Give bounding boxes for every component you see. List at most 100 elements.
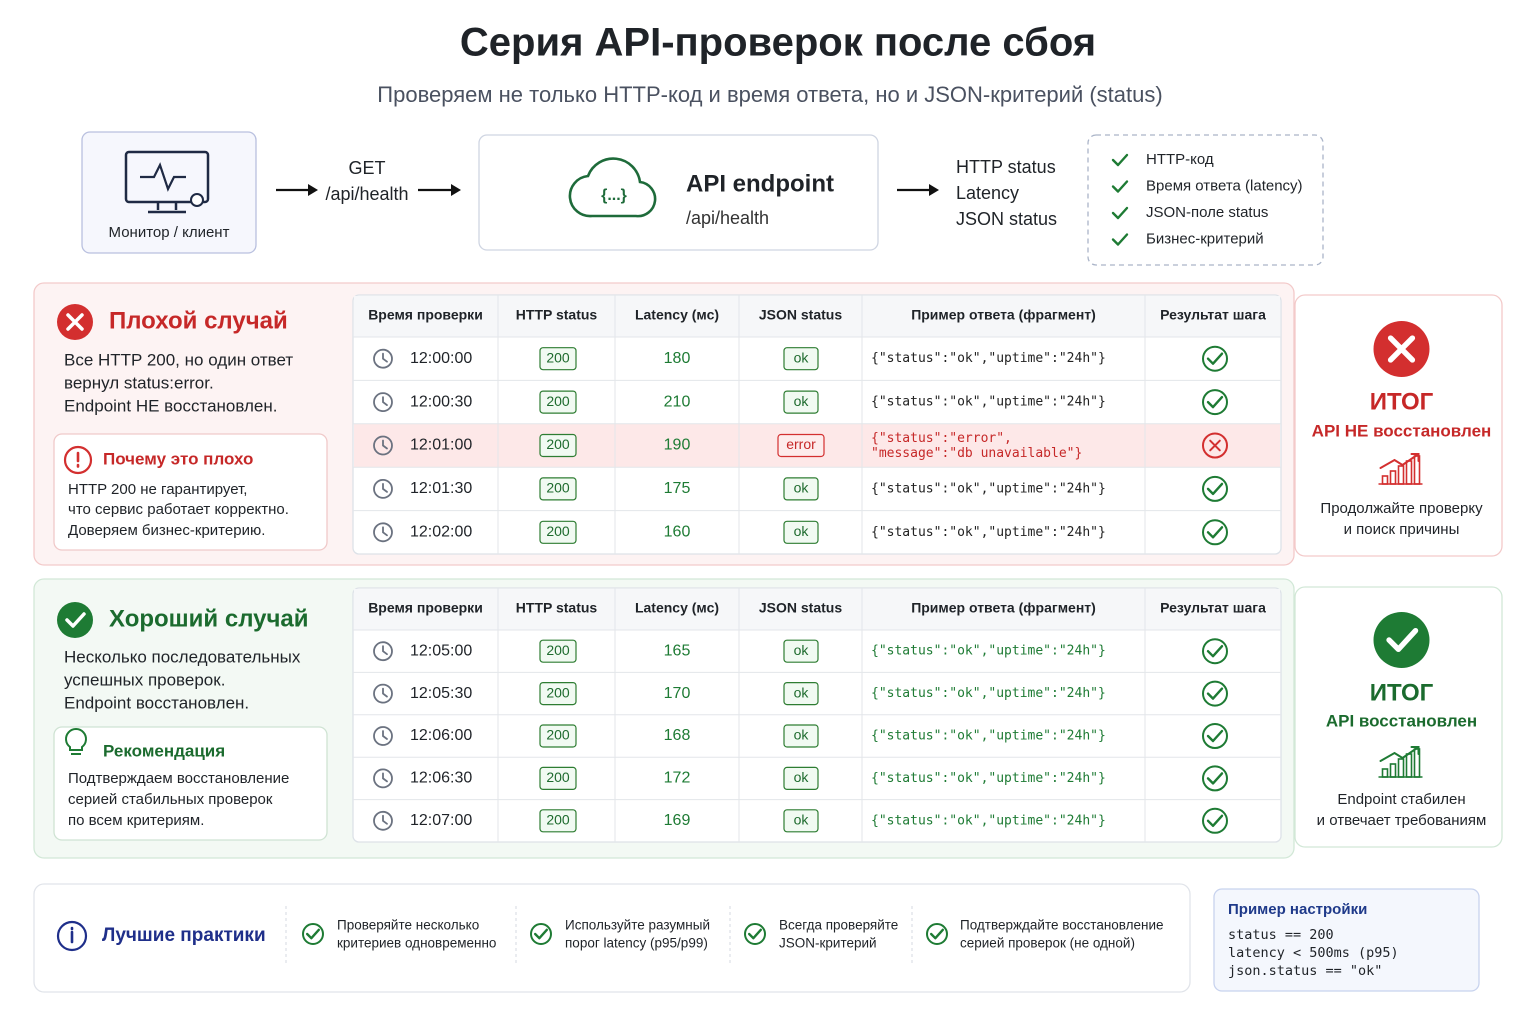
check-icon (1386, 627, 1419, 653)
json-badge (783, 724, 819, 748)
pulse-icon (140, 162, 186, 192)
chart-arrow-icon (1379, 746, 1420, 762)
clock-hands (382, 352, 388, 363)
latency-cell: 190 (664, 437, 691, 454)
time-cell: 12:07:00 (410, 812, 472, 829)
result-text: и отвечает требованиям (1317, 812, 1487, 829)
http-badge (539, 390, 577, 414)
check-circle (744, 923, 766, 945)
check-icon (1111, 206, 1129, 220)
arrow-head (929, 184, 939, 196)
time-cell: 12:05:00 (410, 642, 472, 659)
time-cell: 12:05:30 (410, 685, 472, 702)
practices-box (33, 883, 1191, 993)
x-icon (1209, 439, 1221, 452)
criterion: HTTP-код (1146, 151, 1214, 168)
response-cell: {"status":"ok","uptime":"24h"} (871, 525, 1106, 540)
time-cell: 12:00:30 (410, 393, 472, 410)
check-icon (1206, 729, 1224, 743)
clock-icon (373, 683, 393, 704)
http-cell: 200 (546, 727, 570, 743)
check-circle (1202, 723, 1228, 749)
json-badge (783, 390, 819, 414)
practice-text: серией проверок (не одной) (960, 936, 1135, 951)
check-icon (1206, 645, 1224, 658)
request-method: GET (348, 158, 385, 178)
http-cell: 200 (546, 436, 570, 452)
column-header: HTTP status (516, 307, 598, 323)
clock-hands (382, 526, 388, 537)
x-icon (66, 313, 84, 331)
check-icon (1111, 153, 1129, 167)
case-description: Все HTTP 200, но один ответ (64, 350, 293, 369)
criterion: Бизнес-критерий (1146, 230, 1264, 247)
column-header: Latency (мс) (635, 600, 719, 616)
http-badge (539, 809, 577, 833)
response-cell: {"status":"ok","uptime":"24h"} (871, 686, 1106, 701)
json-cell: ok (794, 480, 810, 496)
note-box (53, 726, 328, 841)
latency-cell: 169 (664, 812, 691, 829)
practice-text: Всегда проверяйте (779, 918, 898, 933)
json-cell: ok (794, 642, 810, 658)
check-icon (65, 612, 86, 628)
http-cell: 200 (546, 523, 570, 539)
practice-text: Проверяйте несколько (337, 918, 479, 933)
check-icon (929, 928, 945, 940)
case-title: Хороший случай (109, 605, 309, 632)
http-cell: 200 (546, 769, 570, 785)
arrow-head (451, 184, 461, 196)
json-badge (777, 433, 825, 458)
column-header: Время проверки (368, 600, 483, 616)
json-badge (783, 766, 819, 791)
result-text: и поиск причины (1344, 521, 1460, 538)
check-icon (1206, 687, 1224, 700)
clock-hands (382, 814, 388, 825)
note-text: Подтверждаем восстановление (68, 770, 289, 787)
clock-hands (382, 483, 388, 493)
http-badge (539, 520, 577, 544)
latency-cell: 175 (664, 480, 691, 497)
note-text: HTTP 200 не гарантирует, (68, 481, 247, 498)
practice-text: порог latency (p95/p99) (565, 936, 708, 951)
note-title: Рекомендация (103, 741, 225, 760)
config-title: Пример настройки (1228, 901, 1367, 918)
criterion: Время ответа (latency) (1146, 177, 1303, 194)
check-circle (1202, 519, 1228, 546)
latency-cell: 210 (664, 393, 691, 410)
cloud-glyph: {...} (601, 187, 627, 204)
check-icon (1206, 526, 1224, 539)
json-cell: ok (794, 684, 810, 700)
check-icon (1111, 233, 1129, 246)
check-circle (1202, 345, 1228, 372)
json-cell: ok (794, 349, 810, 365)
note-title: Почему это плохо (103, 449, 253, 468)
http-badge (539, 724, 577, 748)
latency-cell: 168 (664, 727, 691, 744)
criteria-box (1087, 134, 1324, 266)
case-description: Endpoint НЕ восстановлен. (64, 396, 278, 415)
bulb-icon (65, 728, 87, 755)
x-icon (1387, 335, 1416, 363)
practice-text: Используйте разумный (565, 918, 710, 933)
check-circle (302, 923, 324, 945)
clock-hands (382, 439, 388, 450)
http-cell: 200 (546, 684, 570, 700)
latency-cell: 170 (664, 685, 691, 702)
latency-cell: 180 (664, 350, 691, 367)
http-cell: 200 (546, 393, 570, 409)
note-text: серией стабильных проверок (68, 791, 273, 808)
check-icon (1206, 352, 1224, 365)
column-header: JSON status (759, 600, 842, 616)
config-line: json.status == "ok" (1228, 963, 1382, 979)
json-cell: error (786, 436, 816, 452)
result-text: Продолжайте проверку (1320, 500, 1483, 517)
column-header: Результат шага (1160, 600, 1266, 616)
check-icon (1206, 814, 1224, 827)
json-badge (783, 639, 819, 663)
json-cell: ok (794, 393, 810, 409)
chart-arrow-icon (1379, 453, 1420, 469)
result-status: API восстановлен (1326, 711, 1477, 730)
clock-icon (373, 478, 393, 499)
